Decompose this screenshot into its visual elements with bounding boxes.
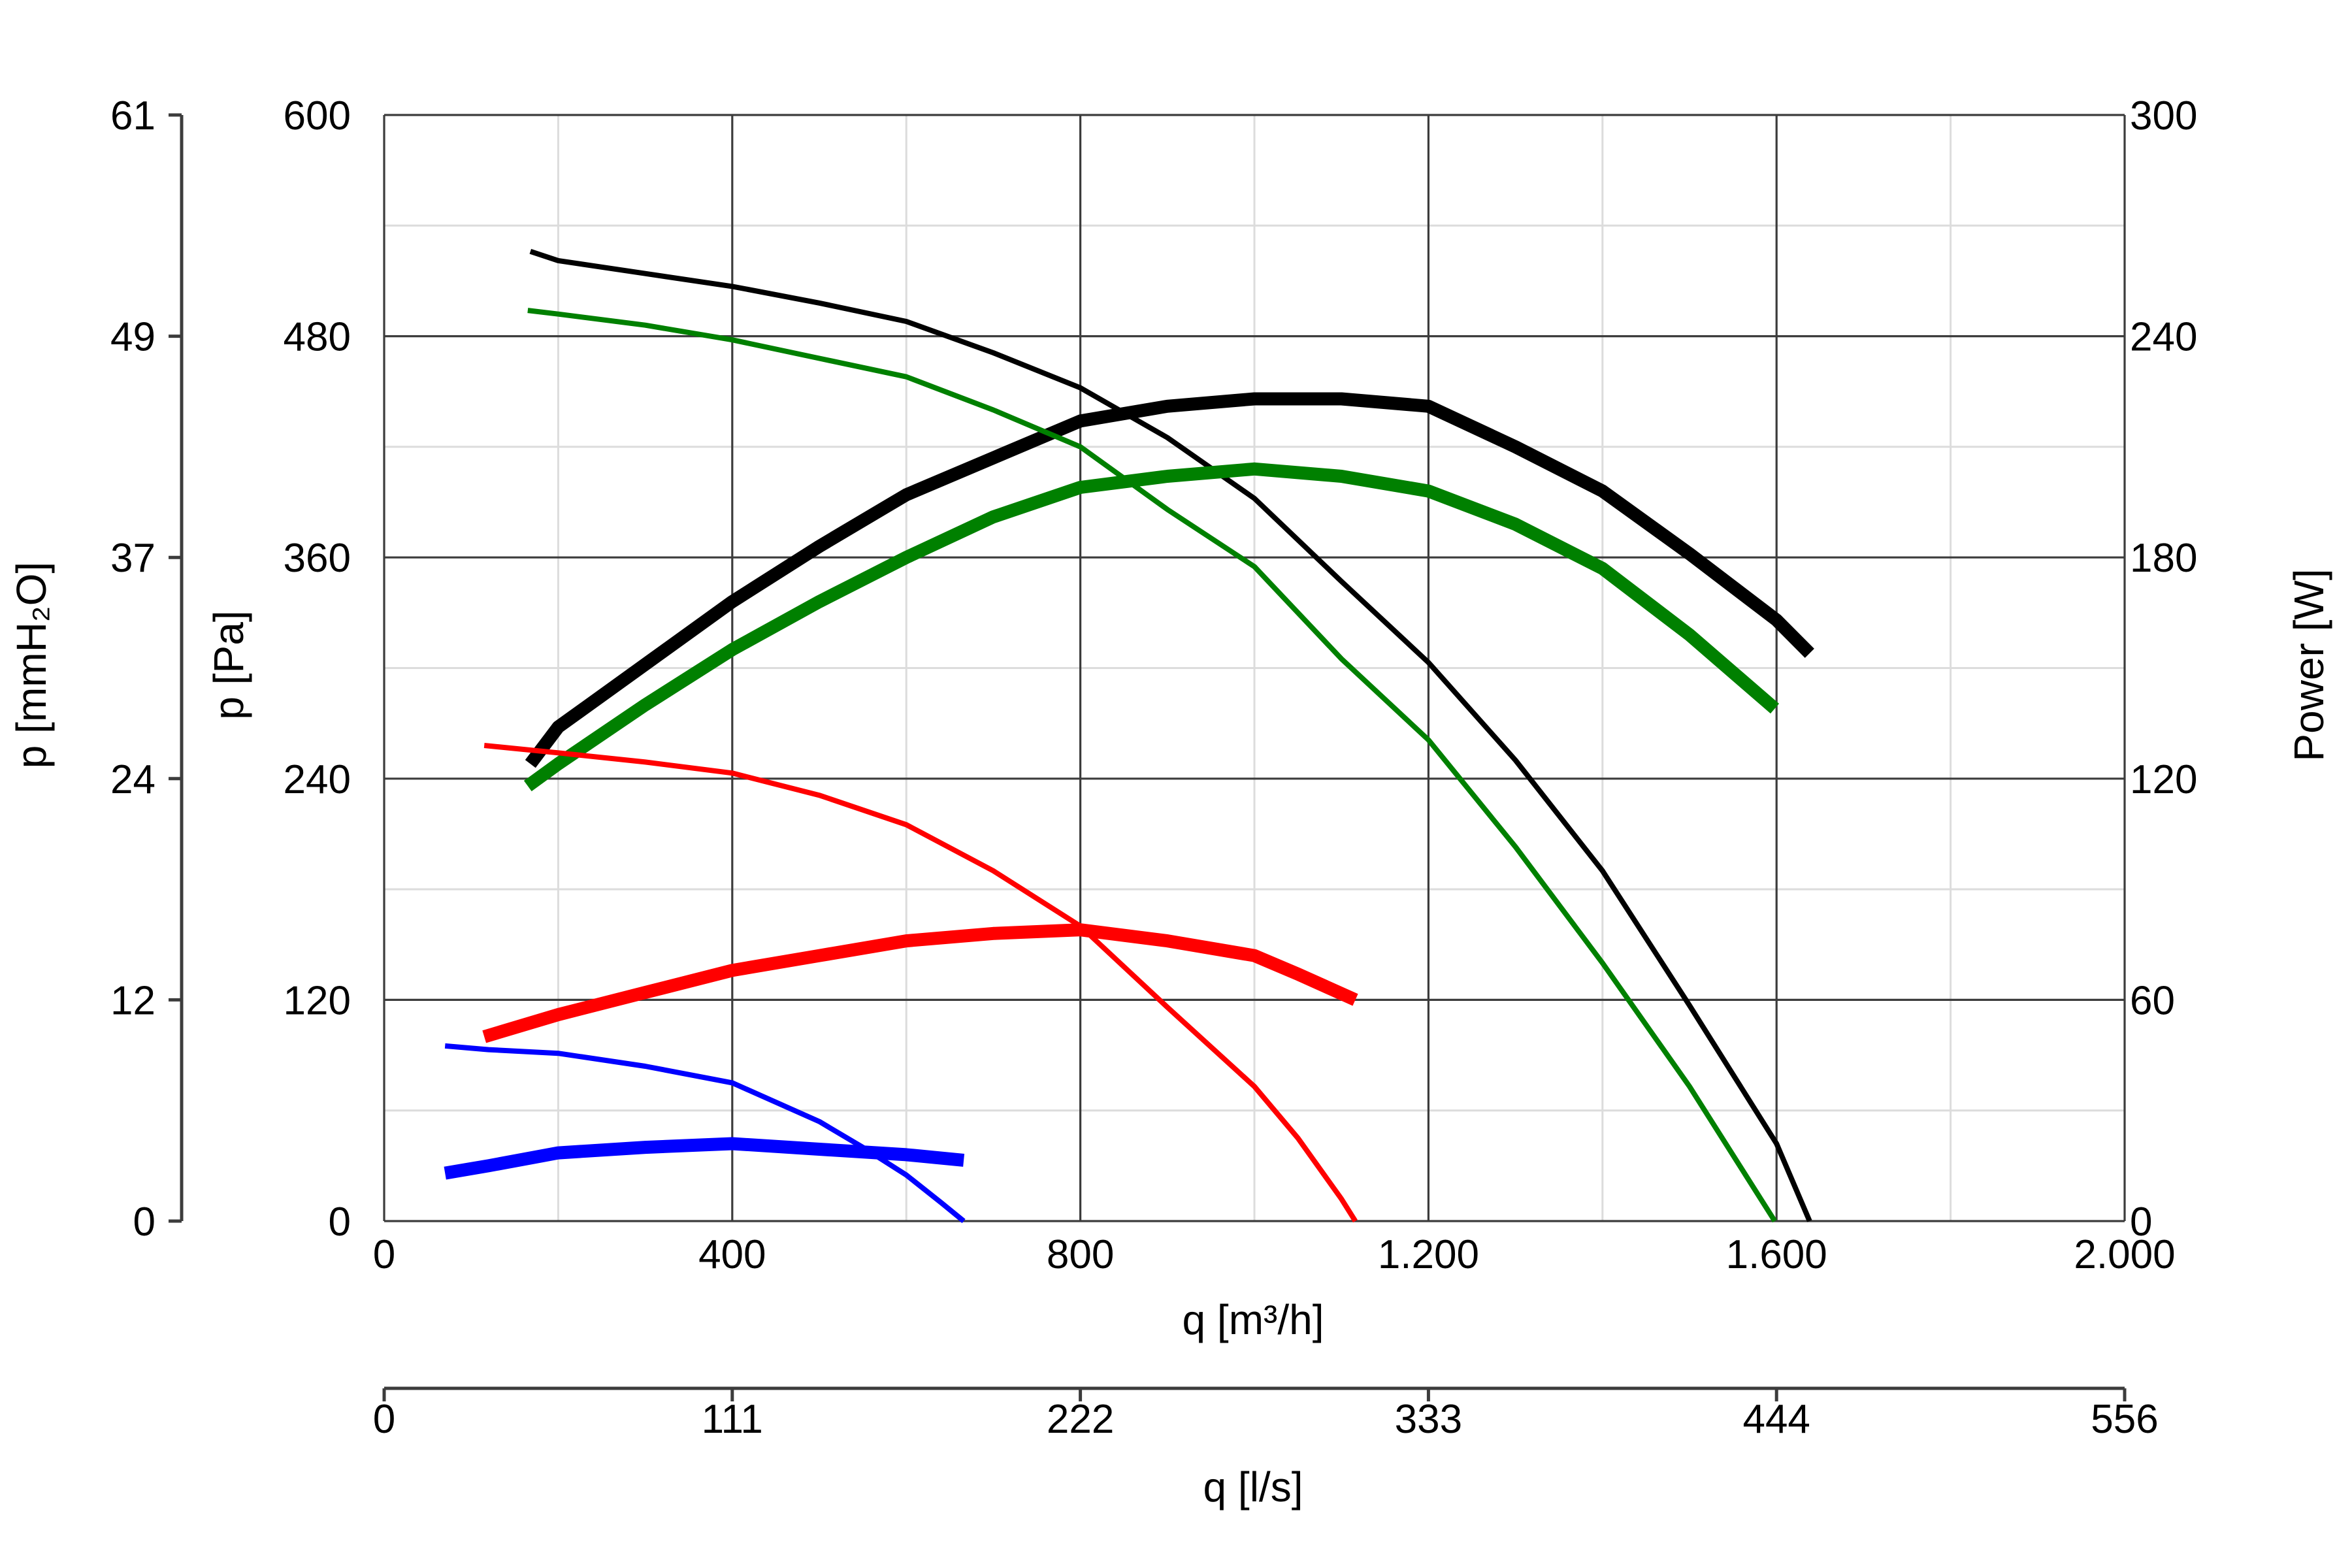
series-6-pressure-line [444, 1043, 966, 1224]
x-tick-label: 1.200 [1378, 1232, 1479, 1277]
y-right-axis-title: Power [W] [2285, 568, 2332, 761]
x-tick-label: 2.000 [2074, 1232, 2175, 1277]
y-left-tick-label: 240 [284, 757, 351, 802]
y-left2-tick-label: 37 [110, 536, 155, 581]
y-left2-tick-label: 49 [110, 315, 155, 360]
y-left-tick-label: 480 [284, 315, 351, 360]
y-left-tick-label: 360 [284, 536, 351, 581]
y-left2-axis-title: p [mmH₂O] [8, 562, 55, 768]
x2-axis-title: q [l/s] [1203, 1463, 1303, 1511]
series-0-pressure-line [529, 249, 1812, 1222]
series-layer [444, 249, 1814, 1224]
major-gridlines [383, 114, 2126, 1222]
y-left2-tick-label: 0 [133, 1200, 155, 1245]
x-tick-label: 1.600 [1726, 1232, 1827, 1277]
y-left2-tick-label: 12 [110, 978, 155, 1023]
series-5-power-line [482, 923, 1358, 1043]
y-left-tick-label: 600 [284, 93, 351, 139]
y-right-tick-label: 120 [2130, 757, 2197, 802]
y-right-tick-label: 60 [2130, 978, 2175, 1023]
series-3-power-line [523, 462, 1780, 792]
x-tick-label: 400 [698, 1232, 766, 1277]
y-right-tick-label: 180 [2130, 536, 2197, 581]
y-left2-tick-label: 61 [110, 93, 155, 139]
y-right-tick-label: 240 [2130, 315, 2197, 360]
axes-layer [169, 113, 2127, 1401]
x-tick-label: 0 [373, 1232, 395, 1277]
series-4-pressure-line [483, 743, 1358, 1223]
y-right-tick-label: 300 [2130, 93, 2197, 139]
series-1-power-line [525, 392, 1814, 768]
x-axis-title: q [m³/h] [1183, 1296, 1324, 1343]
y-left-tick-label: 120 [284, 978, 351, 1023]
x-tick-label: 800 [1047, 1232, 1114, 1277]
y-left-tick-label: 0 [329, 1200, 351, 1245]
minor-gridlines [384, 115, 2125, 1221]
x2-tick-label: 444 [1742, 1397, 1810, 1442]
x2-tick-label: 111 [702, 1397, 763, 1442]
y-left2-tick-label: 24 [110, 757, 155, 802]
x2-tick-label: 222 [1047, 1397, 1114, 1442]
x2-tick-label: 0 [373, 1397, 395, 1442]
y-right-tick-label: 0 [2130, 1200, 2152, 1245]
x2-tick-label: 556 [2091, 1397, 2158, 1442]
x2-tick-label: 333 [1395, 1397, 1462, 1442]
y-left-axis-title: p [Pa] [205, 610, 252, 719]
series-7-power-line [444, 1137, 965, 1180]
